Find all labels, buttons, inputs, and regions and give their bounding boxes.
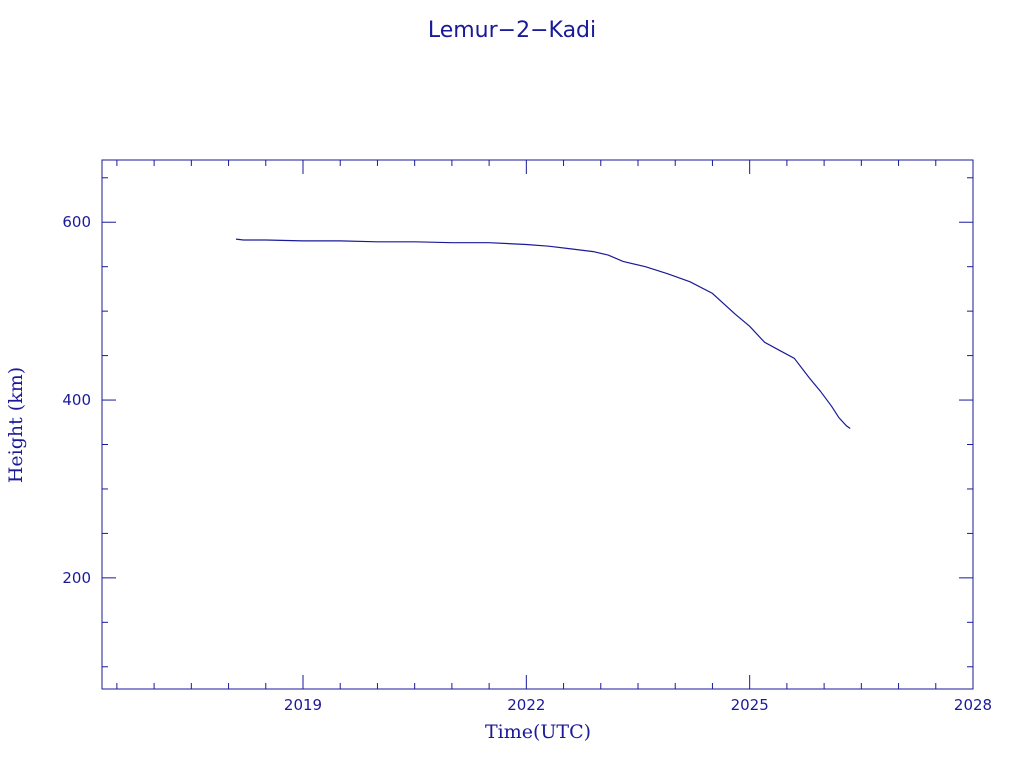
x-tick-label: 2022 bbox=[507, 696, 545, 714]
y-tick-label: 200 bbox=[62, 569, 91, 587]
y-axis-label: Height (km) bbox=[5, 367, 27, 483]
y-tick-label: 400 bbox=[62, 391, 91, 409]
y-tick-label: 600 bbox=[62, 213, 91, 231]
series-group bbox=[235, 238, 851, 429]
x-tick-label: 2025 bbox=[731, 696, 769, 714]
x-tick-label: 2028 bbox=[954, 696, 992, 714]
x-tick-label: 2019 bbox=[284, 696, 322, 714]
x-axis-label: Time(UTC) bbox=[485, 721, 591, 743]
tick-labels: 2019 2022 2025 2028 200 400 600 bbox=[62, 213, 992, 714]
plot-frame bbox=[101, 159, 974, 690]
height-series-line bbox=[235, 238, 851, 429]
axis-ticks bbox=[102, 160, 974, 689]
chart-title: Lemur−2−Kadi bbox=[428, 18, 596, 43]
